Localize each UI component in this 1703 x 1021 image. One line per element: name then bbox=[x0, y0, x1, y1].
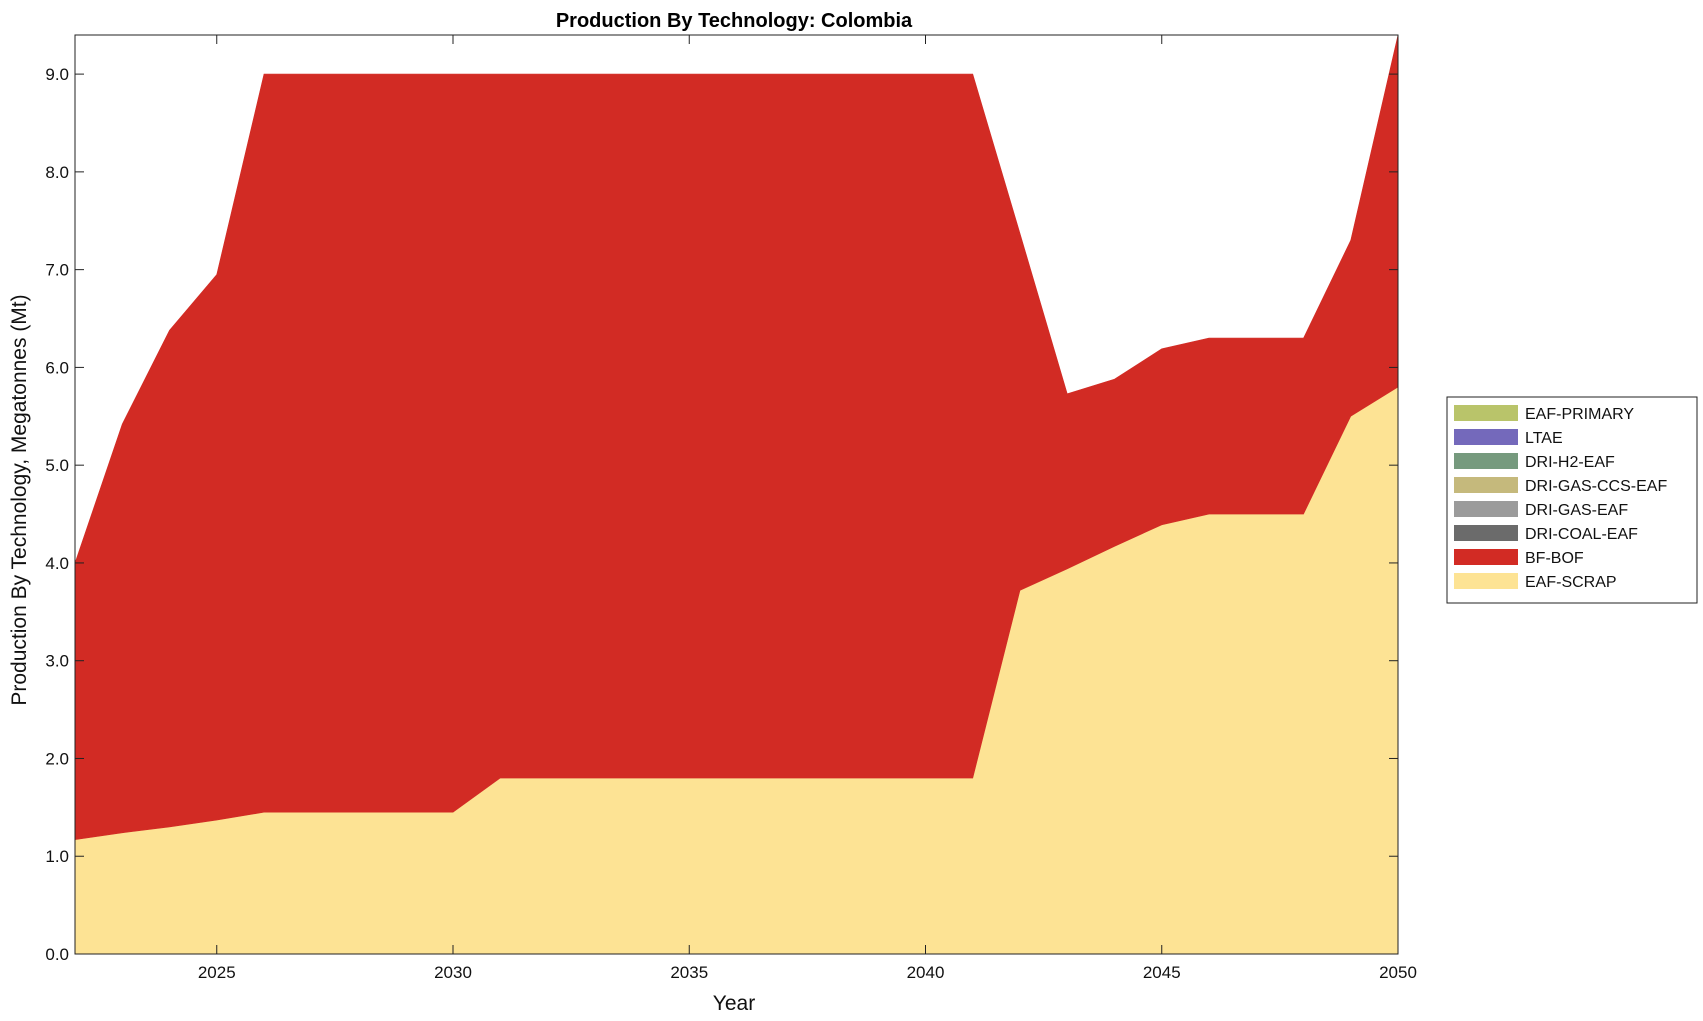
y-tick-label: 3.0 bbox=[45, 652, 69, 671]
y-tick-label: 8.0 bbox=[45, 163, 69, 182]
legend-label: EAF-SCRAP bbox=[1525, 574, 1617, 591]
legend-frame bbox=[1446, 396, 1698, 604]
legend-label: BF-BOF bbox=[1525, 550, 1584, 567]
legend-swatch bbox=[1454, 453, 1518, 469]
y-tick-label: 4.0 bbox=[45, 554, 69, 573]
x-tick-label: 2040 bbox=[907, 963, 945, 982]
legend-label: LTAE bbox=[1525, 430, 1563, 447]
legend-label: DRI-GAS-CCS-EAF bbox=[1525, 478, 1667, 495]
legend: EAF-PRIMARY LTAE DRI-H2-EAF DRI-GAS-CCS-EAF… bbox=[1446, 396, 1698, 604]
chart-title: Production By Technology: Colombia bbox=[556, 10, 913, 32]
legend-swatch bbox=[1454, 429, 1518, 445]
x-tick-label: 2025 bbox=[198, 963, 236, 982]
x-axis-title: Year bbox=[713, 992, 755, 1015]
legend-swatch bbox=[1454, 525, 1518, 541]
x-tick-label: 2030 bbox=[434, 963, 472, 982]
y-tick-label: 1.0 bbox=[45, 847, 69, 866]
y-tick-label: 6.0 bbox=[45, 358, 69, 377]
y-tick-label: 5.0 bbox=[45, 456, 69, 475]
legend-item-dri-gas-ccs-eaf: DRI-GAS-CCS-EAF bbox=[1454, 477, 1667, 495]
x-tick-label: 2035 bbox=[670, 963, 708, 982]
legend-swatch bbox=[1454, 405, 1518, 421]
legend-item-eaf-primary: EAF-PRIMARY bbox=[1454, 405, 1634, 423]
legend-label: DRI-COAL-EAF bbox=[1525, 526, 1638, 543]
legend-swatch bbox=[1454, 477, 1518, 493]
legend-item-dri-coal-eaf: DRI-COAL-EAF bbox=[1454, 525, 1638, 543]
y-tick-label: 0.0 bbox=[45, 945, 69, 964]
x-axis: 2025 2030 2035 2040 2045 2050 bbox=[198, 35, 1417, 982]
y-axis-title: Production By Technology, Megatonnes (Mt… bbox=[8, 294, 31, 705]
legend-swatch bbox=[1454, 501, 1518, 517]
legend-swatch bbox=[1454, 573, 1518, 589]
areas-layer bbox=[74, 34, 1399, 955]
y-axis: 0.0 1.0 2.0 3.0 4.0 5.0 6.0 7.0 8.0 9.0 bbox=[45, 65, 1398, 964]
legend-label: EAF-PRIMARY bbox=[1525, 406, 1634, 423]
legend-item-dri-gas-eaf: DRI-GAS-EAF bbox=[1454, 501, 1628, 519]
legend-item-bf-bof: BF-BOF bbox=[1454, 549, 1584, 567]
x-tick-label: 2050 bbox=[1379, 963, 1417, 982]
x-tick-label: 2045 bbox=[1143, 963, 1181, 982]
legend-item-eaf-scrap: EAF-SCRAP bbox=[1454, 573, 1617, 591]
legend-item-dri-h2-eaf: DRI-H2-EAF bbox=[1454, 453, 1615, 471]
legend-label: DRI-H2-EAF bbox=[1525, 454, 1615, 471]
plot-frame bbox=[74, 34, 1399, 955]
y-tick-label: 9.0 bbox=[45, 65, 69, 84]
y-tick-label: 2.0 bbox=[45, 749, 69, 768]
legend-label: DRI-GAS-EAF bbox=[1525, 502, 1628, 519]
legend-swatch bbox=[1454, 549, 1518, 565]
legend-item-ltae: LTAE bbox=[1454, 429, 1563, 447]
y-tick-label: 7.0 bbox=[45, 261, 69, 280]
